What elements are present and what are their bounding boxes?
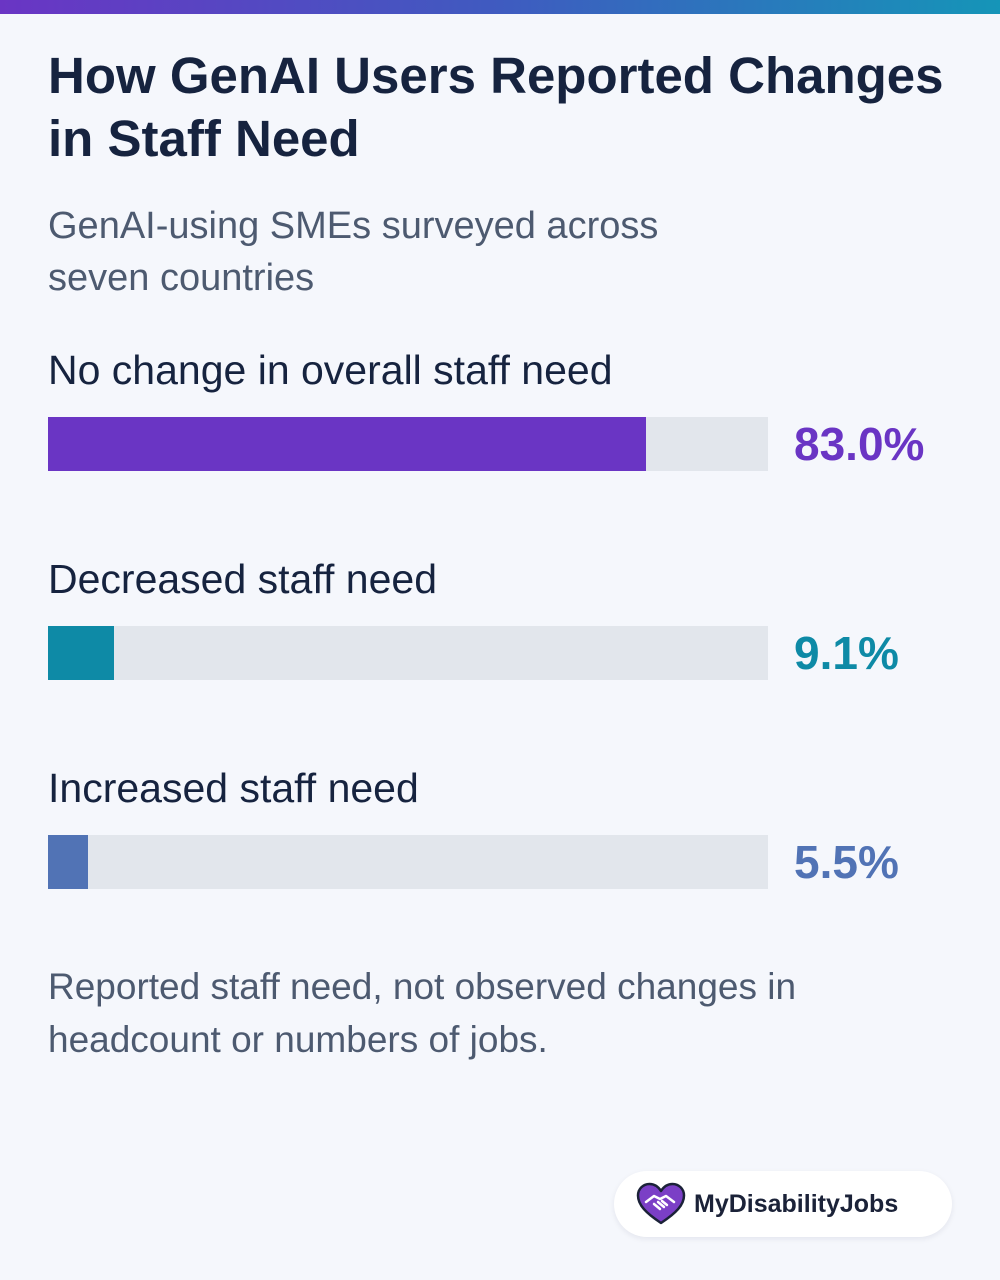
bar: [48, 626, 114, 680]
brand-logo: MyDisabilityJobs: [614, 1171, 952, 1237]
accent-stripe: [0, 0, 1000, 14]
bar-value-label: 83.0%: [794, 418, 925, 470]
bar-value-label: 9.1%: [794, 627, 899, 679]
chart-title: How GenAI Users Reported Changes in Staf…: [48, 47, 944, 167]
logo-wordmark: MyDisabilityJobs: [694, 1190, 899, 1218]
bar: [48, 835, 88, 889]
bar: [48, 417, 646, 471]
bar-track: [48, 626, 768, 680]
bar-track: [48, 417, 768, 471]
footnote: Reported staff need, not observed change…: [48, 966, 797, 1060]
bar-track: [48, 835, 768, 889]
bar-value-label: 5.5%: [794, 836, 899, 888]
bar-label: Increased staff need: [48, 765, 419, 811]
bar-label: No change in overall staff need: [48, 347, 613, 393]
bar-label: Decreased staff need: [48, 556, 437, 602]
heart-handshake-icon: [636, 1182, 686, 1225]
chart-subtitle: GenAI-using SMEs surveyed across seven c…: [48, 205, 659, 299]
